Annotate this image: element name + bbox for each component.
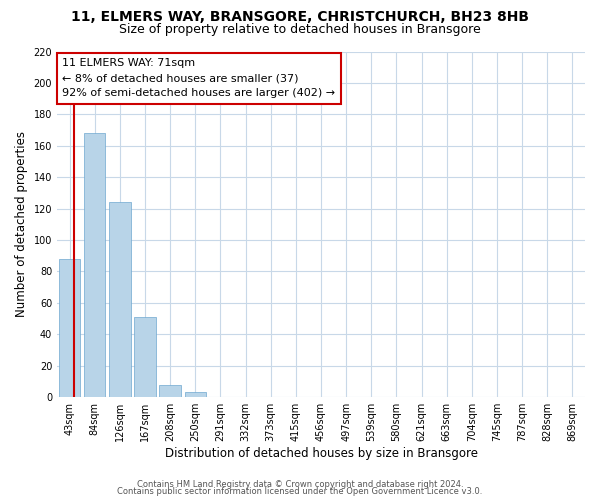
Text: 11 ELMERS WAY: 71sqm
← 8% of detached houses are smaller (37)
92% of semi-detach: 11 ELMERS WAY: 71sqm ← 8% of detached ho… xyxy=(62,58,335,98)
Bar xyxy=(185,392,206,397)
Text: 11, ELMERS WAY, BRANSGORE, CHRISTCHURCH, BH23 8HB: 11, ELMERS WAY, BRANSGORE, CHRISTCHURCH,… xyxy=(71,10,529,24)
Bar xyxy=(84,133,106,397)
Text: Size of property relative to detached houses in Bransgore: Size of property relative to detached ho… xyxy=(119,22,481,36)
Text: Contains HM Land Registry data © Crown copyright and database right 2024.: Contains HM Land Registry data © Crown c… xyxy=(137,480,463,489)
Text: Contains public sector information licensed under the Open Government Licence v3: Contains public sector information licen… xyxy=(118,487,482,496)
Bar xyxy=(134,317,156,397)
X-axis label: Distribution of detached houses by size in Bransgore: Distribution of detached houses by size … xyxy=(164,447,478,460)
Bar xyxy=(59,259,80,397)
Bar xyxy=(109,202,131,397)
Y-axis label: Number of detached properties: Number of detached properties xyxy=(15,132,28,318)
Bar xyxy=(160,384,181,397)
